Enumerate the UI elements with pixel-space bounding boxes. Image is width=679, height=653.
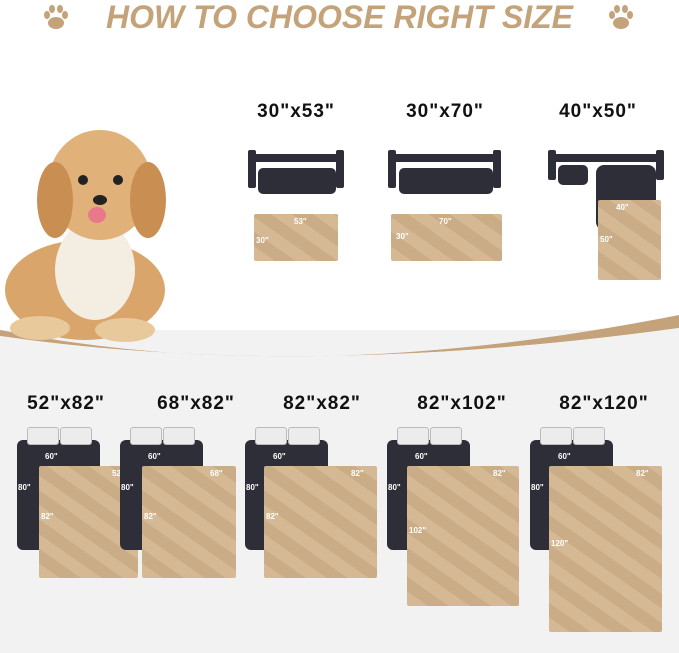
pad-width-label: 82": [351, 469, 364, 478]
sofa-back: [248, 154, 344, 162]
size-label: 82"x102": [417, 393, 507, 414]
size-label: 68"x82": [157, 393, 235, 414]
pad-width-label: 82": [636, 469, 649, 478]
pillow: [255, 427, 287, 445]
size-label: 30"x53": [257, 101, 335, 122]
pad-length-label: 102": [409, 526, 427, 535]
pad-width-label: 40": [616, 203, 629, 212]
dog-photo: [5, 130, 166, 342]
pillow: [288, 427, 320, 445]
paw-icon: [609, 5, 633, 29]
bed-width-label: 60": [558, 452, 571, 461]
pad-width-label: 70": [439, 217, 452, 226]
pillow: [163, 427, 195, 445]
pad-length-label: 82": [144, 512, 157, 521]
pillow: [60, 427, 92, 445]
pad-length-label: 120": [551, 539, 569, 548]
bed-width-label: 60": [415, 452, 428, 461]
size-label: 30"x70": [406, 101, 484, 122]
size-label: 82"x120": [559, 393, 649, 414]
pillow: [573, 427, 605, 445]
pad-length-label: 50": [600, 235, 613, 244]
size-label: 52"x82": [27, 393, 105, 414]
pad: [407, 466, 519, 606]
pad: [254, 214, 338, 261]
pad: [549, 466, 662, 632]
page-title: HOW TO CHOOSE RIGHT SIZE: [106, 0, 573, 35]
paw-icon: [44, 5, 68, 29]
bed-width-label: 60": [273, 452, 286, 461]
tan-swoosh: [0, 315, 679, 380]
pad-width-label: 52": [112, 469, 125, 478]
pad-length-label: 30": [256, 236, 269, 245]
sofa-arm: [548, 150, 556, 180]
pad-width-label: 53": [294, 217, 307, 226]
size-label: 82"x82": [283, 393, 361, 414]
sofa-arm: [493, 150, 501, 188]
pillow: [397, 427, 429, 445]
pad-width-label: 82": [493, 469, 506, 478]
pad-width-label: 68": [210, 469, 223, 478]
bed-length-label: 80": [246, 483, 259, 492]
sofa-back: [388, 154, 501, 162]
bed-width-label: 60": [148, 452, 161, 461]
pad: [391, 214, 502, 261]
bed-width-label: 60": [45, 452, 58, 461]
bed-length-label: 80": [121, 483, 134, 492]
sofa-arm: [248, 150, 256, 188]
size-label: 40"x50": [559, 101, 637, 122]
sofa-arm: [388, 150, 396, 188]
pillow: [27, 427, 59, 445]
sofa-arm: [656, 150, 664, 180]
pad-length-label: 30": [396, 232, 409, 241]
pillow: [540, 427, 572, 445]
sofa-seat: [399, 168, 493, 194]
sofa-seat: [558, 165, 588, 185]
pad: [264, 466, 377, 578]
pad: [598, 200, 661, 280]
pillow: [430, 427, 462, 445]
pad-length-label: 82": [41, 512, 54, 521]
pad-length-label: 82": [266, 512, 279, 521]
pillow: [130, 427, 162, 445]
bed-length-label: 80": [18, 483, 31, 492]
bed-length-label: 80": [388, 483, 401, 492]
pad: [142, 466, 236, 578]
sofa-seat: [258, 168, 336, 194]
bed-length-label: 80": [531, 483, 544, 492]
sofa-arm: [336, 150, 344, 188]
sofa-back: [548, 154, 664, 162]
